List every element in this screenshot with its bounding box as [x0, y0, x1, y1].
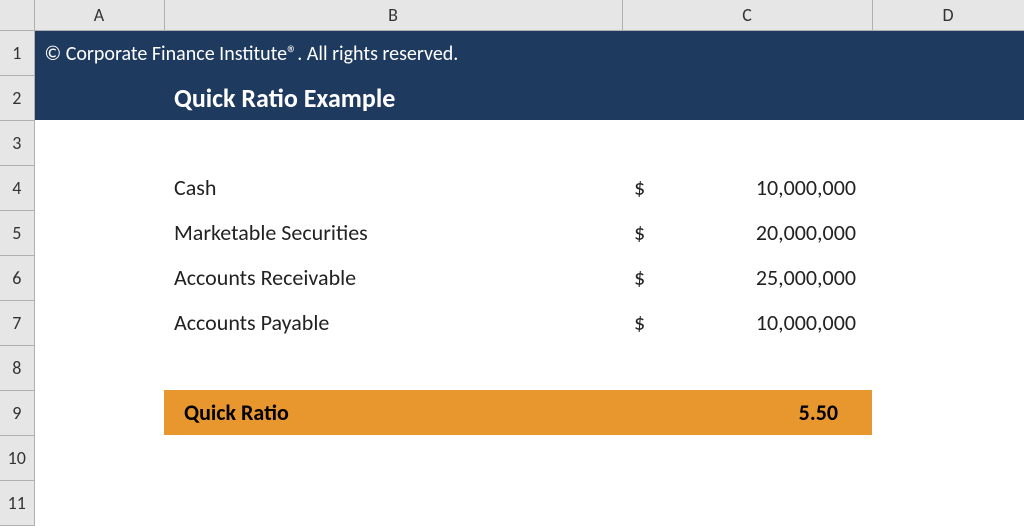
cell-A11[interactable] — [34, 480, 164, 525]
currency-amount: 10,000,000 — [756, 174, 856, 201]
cell-C8[interactable] — [622, 345, 872, 390]
page-title: Quick Ratio Example — [174, 82, 395, 114]
cell-C3[interactable] — [622, 120, 872, 165]
cell-copyright[interactable]: © Corporate Finance Institute®. All righ… — [34, 30, 1024, 75]
col-header-A[interactable]: A — [34, 0, 164, 30]
table-row: 3 — [0, 120, 1024, 165]
cell-B8[interactable] — [164, 345, 622, 390]
spreadsheet-viewport: A B C D 1 © Corporate Finance Institute®… — [0, 0, 1024, 528]
row-header-1[interactable]: 1 — [0, 30, 34, 75]
table-row: 2 Quick Ratio Example — [0, 75, 1024, 120]
cell-B3[interactable] — [164, 120, 622, 165]
currency-ap: $ 10,000,000 — [632, 309, 862, 336]
table-row: 4 Cash $ 10,000,000 — [0, 165, 1024, 210]
currency-amount: 25,000,000 — [756, 264, 856, 291]
currency-symbol: $ — [632, 309, 645, 336]
cell-A4[interactable] — [34, 165, 164, 210]
cell-result-value[interactable]: 5.50 — [622, 390, 872, 435]
currency-amount: 20,000,000 — [756, 219, 856, 246]
result-value: 5.50 — [632, 399, 862, 426]
cell-A7[interactable] — [34, 300, 164, 345]
cell-D8[interactable] — [872, 345, 1024, 390]
row-header-5[interactable]: 5 — [0, 210, 34, 255]
currency-symbol: $ — [632, 174, 645, 201]
cell-result-label[interactable]: Quick Ratio — [164, 390, 622, 435]
row-header-9[interactable]: 9 — [0, 390, 34, 435]
cell-label-cash[interactable]: Cash — [164, 165, 622, 210]
cell-D9[interactable] — [872, 390, 1024, 435]
col-header-D[interactable]: D — [872, 0, 1024, 30]
row-header-7[interactable]: 7 — [0, 300, 34, 345]
col-header-C[interactable]: C — [622, 0, 872, 30]
spreadsheet-grid: A B C D 1 © Corporate Finance Institute®… — [0, 0, 1024, 526]
cell-value-ar[interactable]: $ 25,000,000 — [622, 255, 872, 300]
currency-ar: $ 25,000,000 — [632, 264, 862, 291]
currency-amount: 10,000,000 — [756, 309, 856, 336]
row-header-6[interactable]: 6 — [0, 255, 34, 300]
cell-D11[interactable] — [872, 480, 1024, 525]
currency-symbol: $ — [632, 219, 645, 246]
col-header-B[interactable]: B — [164, 0, 622, 30]
cell-D6[interactable] — [872, 255, 1024, 300]
cell-value-securities[interactable]: $ 20,000,000 — [622, 210, 872, 255]
result-label: Quick Ratio — [174, 399, 289, 426]
row-header-8[interactable]: 8 — [0, 345, 34, 390]
column-header-row: A B C D — [0, 0, 1024, 30]
select-all-corner[interactable] — [0, 0, 34, 30]
cell-D4[interactable] — [872, 165, 1024, 210]
table-row: 11 — [0, 480, 1024, 525]
table-row: 7 Accounts Payable $ 10,000,000 — [0, 300, 1024, 345]
cell-D3[interactable] — [872, 120, 1024, 165]
table-row: 10 — [0, 435, 1024, 480]
table-row: 1 © Corporate Finance Institute®. All ri… — [0, 30, 1024, 75]
row-header-10[interactable]: 10 — [0, 435, 34, 480]
cell-A8[interactable] — [34, 345, 164, 390]
table-row: 5 Marketable Securities $ 20,000,000 — [0, 210, 1024, 255]
cell-A6[interactable] — [34, 255, 164, 300]
row-header-3[interactable]: 3 — [0, 120, 34, 165]
cell-value-ap[interactable]: $ 10,000,000 — [622, 300, 872, 345]
cell-D10[interactable] — [872, 435, 1024, 480]
cell-A5[interactable] — [34, 210, 164, 255]
currency-cash: $ 10,000,000 — [632, 174, 862, 201]
row-header-11[interactable]: 11 — [0, 480, 34, 525]
cell-A10[interactable] — [34, 435, 164, 480]
cell-label-securities[interactable]: Marketable Securities — [164, 210, 622, 255]
table-row: 6 Accounts Receivable $ 25,000,000 — [0, 255, 1024, 300]
table-row: 8 — [0, 345, 1024, 390]
cell-D5[interactable] — [872, 210, 1024, 255]
cell-C10[interactable] — [622, 435, 872, 480]
cell-B11[interactable] — [164, 480, 622, 525]
cell-A9[interactable] — [34, 390, 164, 435]
cell-A2[interactable] — [34, 75, 164, 120]
row-header-2[interactable]: 2 — [0, 75, 34, 120]
cell-A3[interactable] — [34, 120, 164, 165]
cell-label-ar[interactable]: Accounts Receivable — [164, 255, 622, 300]
cell-C11[interactable] — [622, 480, 872, 525]
currency-symbol: $ — [632, 264, 645, 291]
table-row: 9 Quick Ratio 5.50 — [0, 390, 1024, 435]
cell-label-ap[interactable]: Accounts Payable — [164, 300, 622, 345]
cell-D7[interactable] — [872, 300, 1024, 345]
currency-securities: $ 20,000,000 — [632, 219, 862, 246]
cell-title[interactable]: Quick Ratio Example — [164, 75, 1024, 120]
copyright-text: © Corporate Finance Institute®. All righ… — [45, 42, 459, 66]
cell-value-cash[interactable]: $ 10,000,000 — [622, 165, 872, 210]
cell-B10[interactable] — [164, 435, 622, 480]
row-header-4[interactable]: 4 — [0, 165, 34, 210]
